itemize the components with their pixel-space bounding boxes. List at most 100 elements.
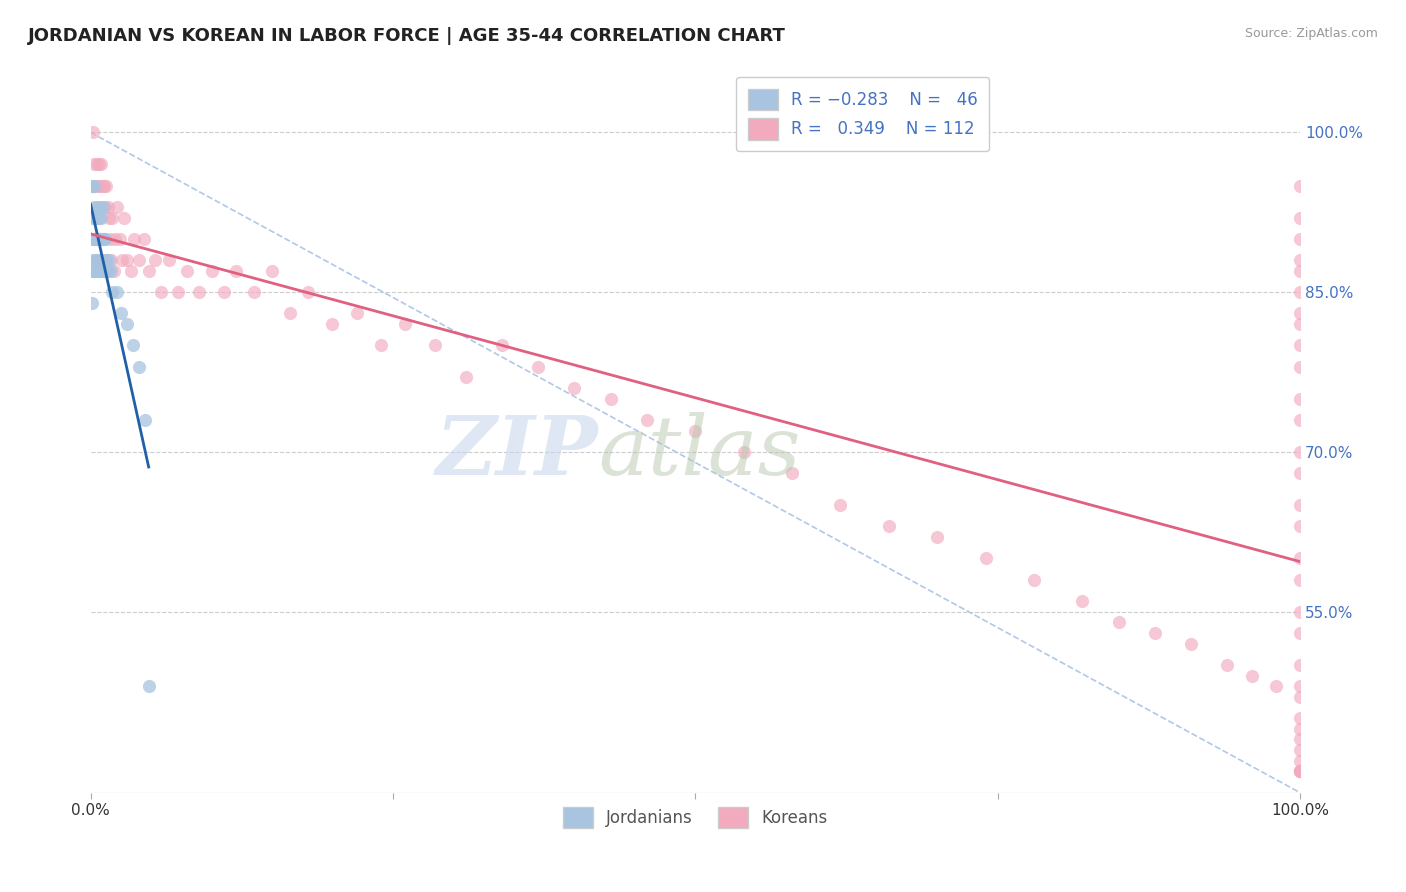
Point [425,338,447,352]
Point [927,530,949,544]
Point [1289,285,1312,300]
Point [80,264,103,278]
Point [1289,445,1312,459]
Point [1289,626,1312,640]
Point [1289,306,1312,320]
Point [101,285,124,300]
Point [84,211,107,225]
Point [115,317,138,331]
Point [877,519,900,533]
Point [84,264,107,278]
Point [733,445,755,459]
Point [105,200,128,214]
Point [90,232,112,246]
Point [1289,743,1312,757]
Point [110,306,132,320]
Point [1289,338,1312,352]
Point [94,264,117,278]
Point [1289,732,1312,747]
Point [104,232,127,246]
Point [1289,605,1312,619]
Point [87,211,110,225]
Point [491,338,513,352]
Point [82,125,104,139]
Point [90,264,112,278]
Legend: Jordanians, Koreans: Jordanians, Koreans [557,800,834,835]
Text: atlas: atlas [599,412,801,492]
Point [86,157,108,171]
Point [91,232,114,246]
Point [94,264,117,278]
Point [138,679,160,693]
Point [297,285,319,300]
Point [157,253,180,268]
Point [780,466,803,480]
Point [89,253,111,268]
Point [1289,764,1312,779]
Point [1289,359,1312,374]
Point [90,211,112,225]
Point [87,211,110,225]
Point [101,211,124,225]
Point [527,359,550,374]
Point [87,157,110,171]
Point [1289,764,1312,779]
Point [1289,690,1312,704]
Point [86,253,108,268]
Point [108,232,131,246]
Point [166,285,188,300]
Point [243,285,266,300]
Point [1289,722,1312,736]
Point [82,178,104,193]
Point [321,317,343,331]
Point [143,253,166,268]
Point [1216,657,1239,672]
Point [90,157,112,171]
Point [370,338,392,352]
Point [394,317,416,331]
Point [82,211,104,225]
Point [1022,573,1045,587]
Point [89,178,111,193]
Point [114,211,136,225]
Point [1289,392,1312,406]
Text: ZIP: ZIP [436,412,599,492]
Point [97,253,120,268]
Point [89,253,111,268]
Point [1289,317,1312,331]
Point [93,232,115,246]
Point [80,178,103,193]
Point [84,232,107,246]
Point [111,253,134,268]
Point [80,295,103,310]
Point [103,264,125,278]
Point [1289,178,1312,193]
Point [94,232,117,246]
Point [84,178,107,193]
Point [96,178,118,193]
Point [94,200,117,214]
Point [96,253,118,268]
Point [84,253,107,268]
Point [89,200,111,214]
Point [1180,636,1202,650]
Point [80,232,103,246]
Point [1289,657,1312,672]
Point [83,178,105,193]
Point [636,413,658,427]
Point [105,285,128,300]
Point [188,285,211,300]
Point [87,178,110,193]
Point [122,338,145,352]
Point [685,424,707,438]
Point [128,253,150,268]
Point [83,264,105,278]
Point [1108,615,1130,630]
Text: JORDANIAN VS KOREAN IN LABOR FORCE | AGE 35-44 CORRELATION CHART: JORDANIAN VS KOREAN IN LABOR FORCE | AGE… [28,27,786,45]
Point [120,264,142,278]
Point [1289,232,1312,246]
Point [82,253,104,268]
Point [1289,253,1312,268]
Point [87,264,110,278]
Point [91,200,114,214]
